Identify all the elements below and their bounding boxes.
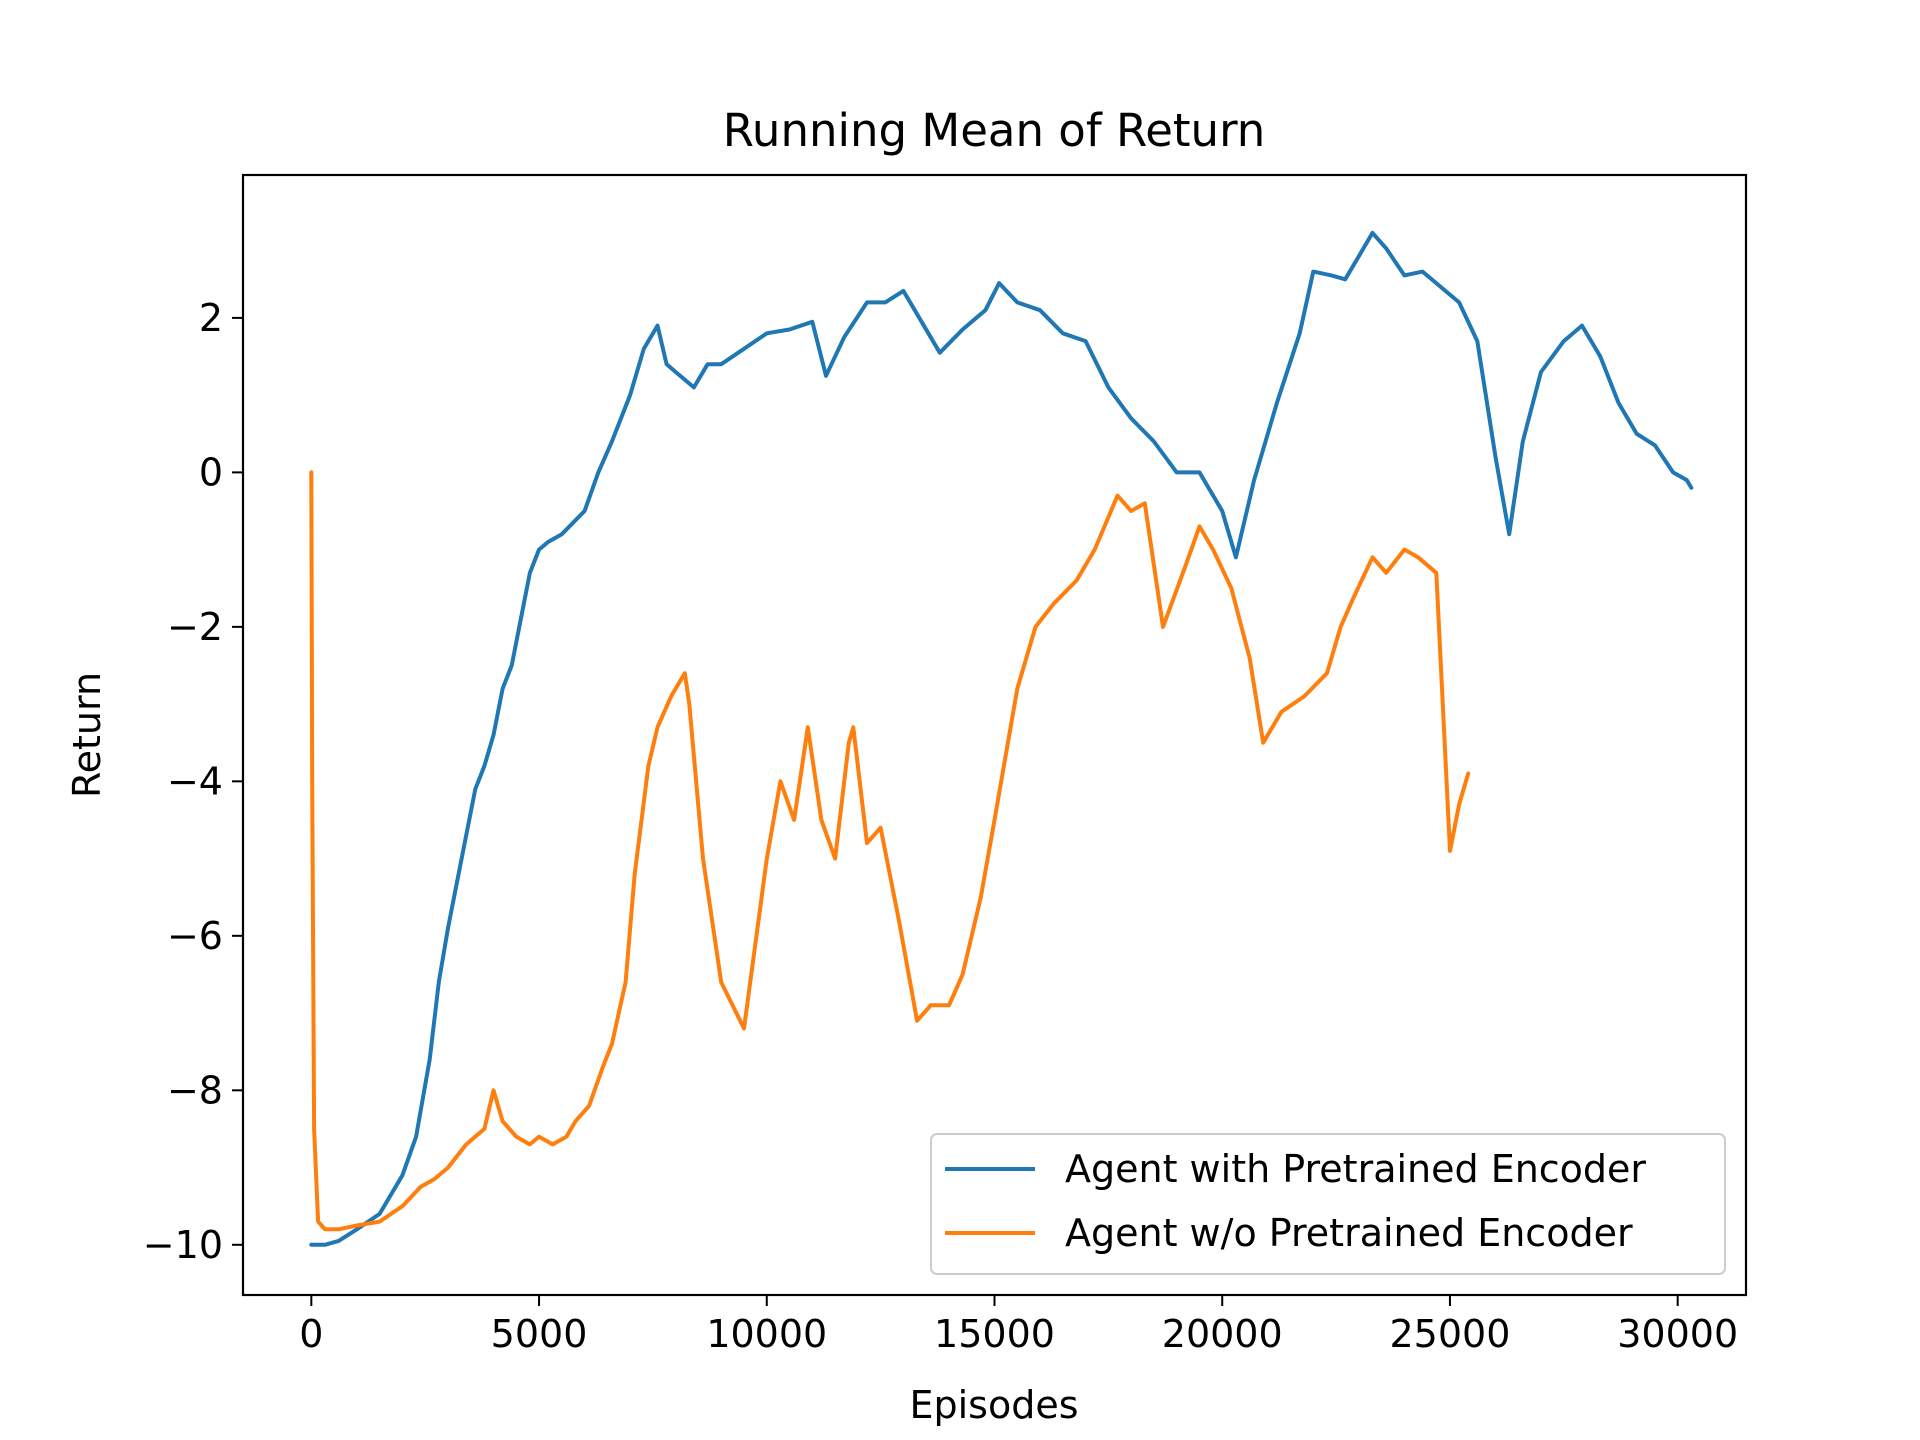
y-tick-label: −6 [167, 914, 223, 958]
series-line-1 [309, 470, 1471, 1232]
x-axis-ticks: 0 5000 10000 15000 20000 25000 30000 [299, 1295, 1738, 1356]
legend-box [930, 1133, 1726, 1275]
x-axis-label: Episodes [909, 1383, 1078, 1427]
legend-label-no-pretrained: Agent w/o Pretrained Encoder [1065, 1211, 1633, 1255]
legend-label-pretrained: Agent with Pretrained Encoder [1065, 1147, 1646, 1191]
x-tick-label: 30000 [1617, 1312, 1738, 1356]
y-axis-label: Return [65, 672, 109, 798]
plot-lines [309, 230, 1694, 1247]
y-tick-label: −10 [143, 1223, 223, 1267]
y-axis-ticks: −10 −8 −6 −4 −2 0 2 [143, 296, 243, 1267]
y-tick-label: 0 [199, 450, 223, 494]
x-tick-label: 10000 [706, 1312, 827, 1356]
y-tick-label: 2 [199, 296, 223, 340]
x-tick-label: 5000 [491, 1312, 588, 1356]
y-tick-label: −2 [167, 605, 223, 649]
legend: Agent with Pretrained Encoder Agent w/o … [930, 1133, 1726, 1275]
y-tick-label: −4 [167, 759, 223, 803]
x-tick-label: 0 [299, 1312, 323, 1356]
y-tick-label: −8 [167, 1068, 223, 1112]
chart-title: Running Mean of Return [723, 104, 1266, 157]
x-tick-label: 15000 [934, 1312, 1055, 1356]
series-line-0 [309, 230, 1694, 1247]
x-tick-label: 25000 [1390, 1312, 1511, 1356]
plot-frame [241, 173, 1748, 1297]
x-tick-label: 20000 [1162, 1312, 1283, 1356]
